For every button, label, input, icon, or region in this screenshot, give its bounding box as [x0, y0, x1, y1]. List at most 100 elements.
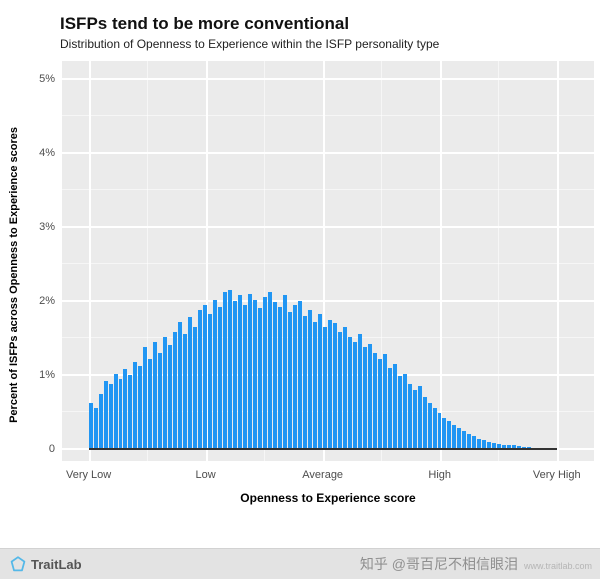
- histogram-bar: [228, 289, 233, 449]
- histogram-bar: [118, 378, 123, 449]
- histogram-bar: [327, 319, 332, 449]
- footer-bar: TraitLab 知乎 @哥百尼不相信眼泪 www.traitlab.com: [0, 548, 600, 579]
- gridline-minor-h: [62, 115, 594, 116]
- histogram-bar: [88, 403, 93, 449]
- histogram-bar: [163, 336, 168, 449]
- histogram-bar: [263, 297, 268, 449]
- histogram-bar: [417, 386, 422, 449]
- chart-container: ISFPs tend to be more conventional Distr…: [0, 14, 600, 505]
- plot-panel: 0 1% 2% 3% 4% 5% Very Low Low Average High Very Hi…: [39, 61, 594, 481]
- gridline-major-v: [88, 61, 91, 461]
- histogram-bar: [487, 441, 492, 449]
- histogram-bar: [372, 352, 377, 449]
- histogram-bar: [287, 312, 292, 449]
- histogram-bar: [442, 417, 447, 449]
- histogram-bar: [347, 336, 352, 449]
- watermark-text: 知乎 @哥百尼不相信眼泪: [359, 556, 518, 572]
- histogram-bar: [467, 434, 472, 449]
- histogram-bar: [397, 376, 402, 449]
- histogram-bar: [512, 445, 517, 449]
- gridline-major-h: [62, 226, 594, 228]
- x-tick-label: High: [428, 469, 452, 481]
- brand-name: TraitLab: [31, 556, 82, 572]
- histogram-bar: [317, 314, 322, 449]
- histogram-bar: [238, 295, 243, 449]
- histogram-bar: [123, 369, 128, 449]
- gridline-minor-v: [381, 61, 383, 461]
- histogram-bar: [158, 352, 163, 449]
- histogram-bar: [382, 354, 387, 449]
- y-tick-label: 5%: [39, 73, 55, 85]
- histogram-bar: [427, 403, 432, 449]
- histogram-bar: [188, 317, 193, 449]
- histogram-bar: [307, 309, 312, 449]
- histogram-bar: [273, 302, 277, 449]
- histogram-bar: [312, 321, 317, 449]
- histogram-bar: [302, 315, 307, 449]
- histogram-bar: [168, 345, 173, 449]
- histogram-bar: [143, 346, 148, 449]
- zero-baseline: [88, 448, 557, 450]
- gridline-major-v: [205, 61, 208, 461]
- histogram-bar: [507, 445, 512, 449]
- site-url: www.traitlab.com: [523, 561, 592, 571]
- histogram-bar: [332, 323, 337, 449]
- y-tick-label: 2%: [39, 295, 55, 307]
- histogram-bar: [223, 292, 228, 449]
- histogram-bar: [297, 301, 302, 449]
- histogram-bar: [492, 443, 497, 449]
- histogram-bar: [233, 301, 238, 449]
- histogram-bar: [103, 380, 108, 449]
- histogram-bar: [432, 408, 437, 449]
- y-tick-label: 0: [48, 443, 55, 455]
- gridline-major-v: [322, 61, 325, 461]
- histogram-bar: [352, 341, 357, 449]
- y-axis-title-text: Percent of ISFPs across Openness to Expe…: [8, 127, 20, 423]
- brand: TraitLab: [10, 556, 82, 572]
- histogram-bar: [457, 428, 462, 449]
- histogram-bar: [278, 306, 282, 449]
- histogram-bar: [447, 420, 452, 449]
- plot-area: 0 1% 2% 3% 4% 5% Very Low Low Average High Very Hi…: [39, 61, 594, 481]
- histogram-bar: [437, 413, 442, 449]
- histogram-bar: [527, 446, 532, 449]
- histogram-bar: [292, 304, 297, 449]
- histogram-bar: [502, 444, 507, 449]
- histogram-bar: [198, 309, 203, 449]
- histogram-bar: [173, 332, 178, 449]
- histogram-bar: [322, 326, 327, 449]
- histogram-bar: [377, 358, 382, 449]
- histogram-bar: [387, 367, 392, 449]
- histogram-bar: [128, 375, 133, 449]
- histogram-bar: [337, 332, 342, 449]
- y-tick-label: 1%: [39, 369, 55, 381]
- histogram-bar: [93, 408, 98, 449]
- histogram-bar: [282, 295, 287, 449]
- histogram-bar: [98, 393, 103, 449]
- x-tick-label: Average: [302, 469, 344, 481]
- histogram-bar: [407, 383, 412, 449]
- histogram-bar: [402, 373, 407, 449]
- footer-right: 知乎 @哥百尼不相信眼泪 www.traitlab.com: [360, 554, 592, 574]
- x-tick-label: Very Low: [65, 469, 112, 481]
- histogram-bar: [472, 436, 477, 449]
- histogram-bar: [183, 334, 188, 449]
- histogram-bar: [203, 304, 208, 449]
- histogram-bar: [213, 299, 218, 449]
- histogram-bar: [178, 321, 183, 449]
- histogram-bar: [153, 341, 158, 449]
- gridline-minor-h: [62, 189, 594, 190]
- histogram-bar: [412, 389, 417, 449]
- histogram-bar: [218, 306, 223, 449]
- histogram-bar: [517, 446, 522, 449]
- histogram-bar: [113, 373, 118, 449]
- histogram-bar: [148, 358, 153, 449]
- gridline-minor-v: [498, 61, 500, 461]
- gridline-major-v: [439, 61, 442, 461]
- gridline-major-v: [556, 61, 559, 461]
- histogram-bar: [243, 304, 248, 449]
- histogram-bars: [88, 77, 557, 449]
- histogram-bar: [452, 425, 457, 449]
- histogram-bar: [248, 293, 253, 449]
- histogram-bar: [422, 397, 427, 449]
